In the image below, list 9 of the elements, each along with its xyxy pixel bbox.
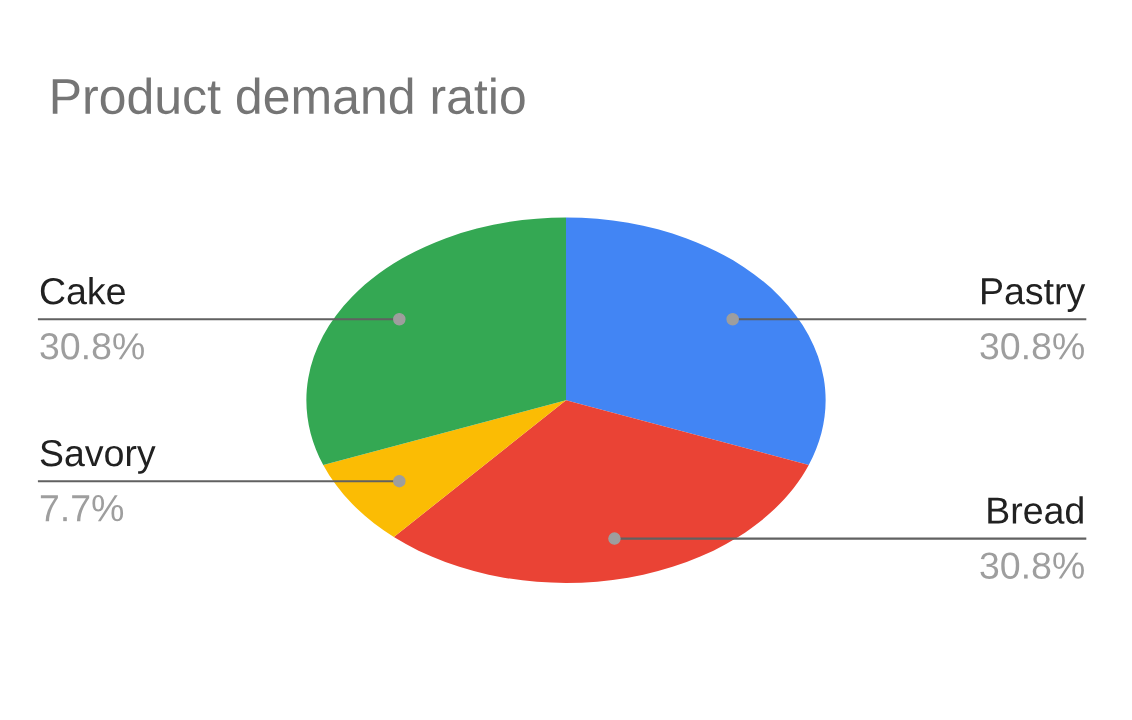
data-label: 7.7% — [40, 495, 124, 522]
slice-label: Pastry — [982, 278, 1086, 312]
data-label: 30.8% — [980, 552, 1084, 579]
data-label: 30.8% — [980, 333, 1084, 360]
data-label: 30.8% — [40, 333, 144, 360]
chart-title: Product demand ratio — [52, 77, 525, 115]
slice-label: Cake — [40, 276, 125, 305]
slice-label: Bread — [988, 496, 1083, 524]
slice-label: Savory — [40, 439, 156, 474]
